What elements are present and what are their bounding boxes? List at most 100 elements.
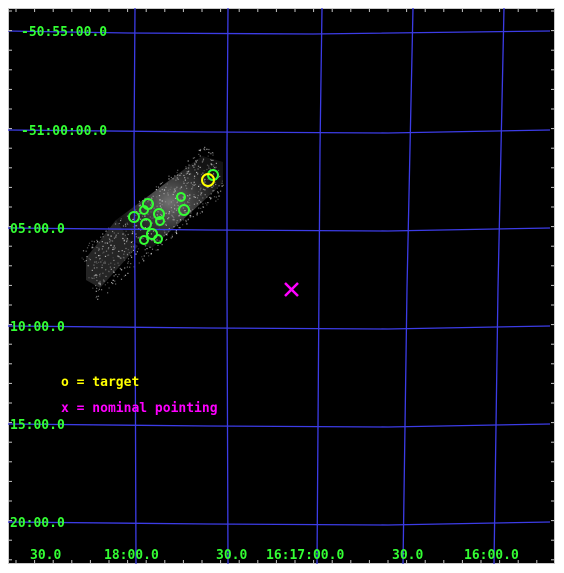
speckle-dot — [198, 207, 200, 209]
speckle-dot — [131, 256, 133, 258]
source-circle[interactable] — [139, 235, 149, 245]
speckle-dot — [193, 166, 195, 168]
dec-gridline — [8, 129, 551, 134]
source-circle[interactable] — [140, 218, 152, 230]
speckle-dot — [189, 197, 191, 199]
speckle-dot — [126, 238, 128, 240]
speckle-dot — [169, 188, 171, 190]
speckle-dot — [113, 271, 115, 273]
speckle-dot — [190, 210, 192, 212]
speckle-dot — [215, 183, 217, 186]
source-circle[interactable] — [176, 192, 186, 202]
speckle-dot — [187, 219, 189, 221]
speckle-dot — [95, 297, 97, 299]
dec-label: 05:00.0 — [10, 222, 65, 237]
speckle-dot — [176, 171, 178, 174]
speckle-dot — [173, 219, 175, 221]
speckle-dot — [194, 169, 196, 171]
speckle-dot — [180, 211, 182, 213]
speckle-dot — [128, 252, 130, 254]
speckle-dot — [95, 261, 97, 263]
speckle-dot — [173, 188, 175, 190]
speckle-dot — [193, 157, 196, 159]
speckle-dot — [210, 193, 212, 195]
speckle-dot — [130, 246, 133, 248]
speckle-dot — [179, 227, 181, 229]
speckle-dot — [210, 198, 212, 200]
speckle-dot — [176, 177, 178, 179]
speckle-dot — [200, 191, 202, 194]
speckle-dot — [189, 204, 191, 206]
speckle-dot — [130, 255, 132, 257]
speckle-dot — [167, 189, 169, 191]
speckle-dot — [176, 201, 178, 203]
speckle-dot — [112, 248, 114, 251]
speckle-dot — [210, 197, 213, 199]
speckle-dot — [152, 195, 154, 197]
speckle-dot — [155, 189, 157, 191]
speckle-dot — [146, 248, 148, 250]
speckle-dot — [93, 241, 95, 243]
speckle-dot — [112, 282, 114, 285]
speckle-dot — [171, 214, 173, 216]
speckle-dot — [117, 232, 119, 234]
speckle-dot — [151, 217, 153, 219]
nominal-pointing-marker[interactable] — [284, 282, 299, 297]
speckle-dot — [157, 211, 159, 213]
speckle-dot — [107, 248, 109, 250]
speckle-dot — [145, 202, 147, 204]
speckle-dot — [172, 193, 174, 196]
source-circle[interactable] — [146, 228, 158, 240]
speckle-dot — [132, 231, 134, 233]
speckle-dot — [144, 245, 146, 247]
speckle-dot — [117, 276, 119, 278]
source-circle[interactable] — [155, 216, 165, 226]
speckle-dot — [109, 238, 111, 241]
source-circle[interactable] — [128, 211, 140, 223]
speckle-dot — [168, 228, 170, 230]
dec-label: 20:00.0 — [10, 516, 65, 531]
source-circle[interactable] — [142, 198, 154, 210]
source-circle[interactable] — [178, 204, 190, 216]
speckle-dot — [191, 184, 194, 186]
source-circle[interactable] — [153, 208, 165, 220]
sky-image-panel[interactable]: -50:55:00.0 -51:00:00.0 05:00.0 10:00.0 … — [8, 8, 555, 564]
legend-pointing: x = nominal pointing — [61, 401, 218, 416]
speckle-dot — [93, 275, 95, 277]
speckle-dot — [107, 254, 109, 256]
speckle-dot — [99, 273, 101, 276]
speckle-dot — [138, 205, 140, 207]
speckle-dot — [133, 249, 135, 251]
source-circle[interactable] — [153, 234, 163, 244]
speckle-dot — [186, 195, 189, 197]
speckle-dot — [120, 218, 122, 220]
speckle-dot — [180, 198, 182, 200]
speckle-dot — [98, 283, 100, 285]
speckle-dot — [161, 214, 163, 216]
speckle-dot — [216, 187, 218, 189]
speckle-dot — [97, 289, 99, 292]
speckle-dot — [217, 192, 219, 194]
speckle-dot — [207, 155, 209, 157]
speckle-dot — [185, 212, 187, 214]
speckle-dot — [193, 196, 195, 198]
speckle-dot — [179, 214, 181, 216]
speckle-dot — [127, 261, 130, 263]
speckle-dot — [114, 280, 116, 282]
speckle-dot — [94, 261, 96, 263]
speckle-dot — [139, 202, 141, 204]
target-marker[interactable] — [201, 173, 215, 187]
speckle-dot — [96, 247, 99, 249]
speckle-dot — [96, 239, 98, 241]
speckle-dot — [91, 277, 93, 279]
speckle-dot — [98, 261, 100, 263]
speckle-dot — [186, 223, 188, 225]
speckle-dot — [110, 244, 112, 246]
speckle-dot — [213, 189, 215, 192]
speckle-dot — [179, 174, 182, 176]
speckle-dot — [162, 219, 164, 221]
speckle-dot — [196, 214, 198, 216]
speckle-dot — [163, 234, 165, 237]
speckle-dot — [206, 148, 208, 150]
speckle-dot — [126, 215, 129, 217]
